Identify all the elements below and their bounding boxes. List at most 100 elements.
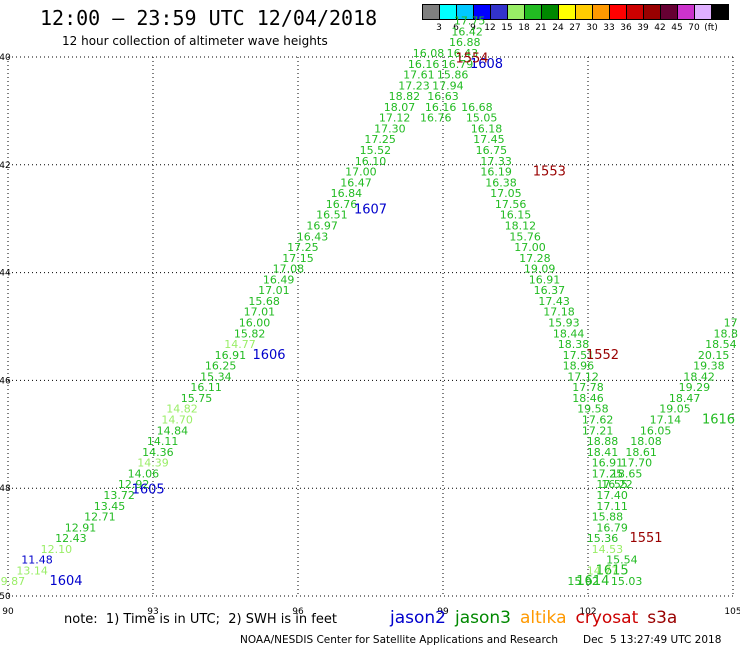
wave-height-value: 18.47 — [669, 392, 701, 405]
wave-height-value: 15.52 — [360, 144, 392, 157]
wave-height-value: 18.82 — [389, 90, 421, 103]
wave-height-value: 17 — [724, 317, 738, 330]
wave-height-value: 18.38 — [558, 338, 590, 351]
wave-height-value: 16.97 — [306, 219, 338, 232]
legend-cryosat: cryosat — [575, 608, 639, 628]
wave-height-value: 16.63 — [427, 90, 459, 103]
wave-height-value: 18.46 — [572, 392, 604, 405]
satellite-legend: jason2 jason3 altika cryosat s3a — [390, 608, 686, 628]
wave-height-value: 16.91 — [529, 273, 561, 286]
lat-tick-label: -40 — [0, 53, 11, 63]
wave-height-value: 14.53 — [592, 543, 624, 556]
pass-number-label: 1552 — [586, 348, 619, 363]
wave-height-value: 16.49 — [263, 273, 295, 286]
wave-height-value: 16.19 — [480, 166, 512, 179]
wave-height-value: 19.58 — [577, 403, 609, 416]
wave-height-value: 19.29 — [679, 381, 711, 394]
wave-height-value: 17.78 — [572, 381, 604, 394]
wave-height-value: 16.68 — [461, 101, 493, 114]
wave-height-value: 15.86 — [437, 69, 469, 82]
pass-number-label: 1551 — [629, 531, 662, 546]
wave-height-value: 17.00 — [514, 241, 546, 254]
pass-number-label: 1615 — [596, 563, 629, 578]
wave-height-value: 16.42 — [451, 25, 483, 38]
wave-height-value: 18.61 — [625, 446, 657, 459]
wave-height-value: 15.75 — [181, 392, 213, 405]
wave-height-value: 17.28 — [519, 252, 551, 265]
wave-height-value: 15.88 — [592, 511, 624, 524]
wave-height-value: 17.40 — [596, 489, 628, 502]
wave-height-value: 17.21 — [582, 424, 614, 437]
wave-height-value: 14.70 — [161, 414, 193, 427]
map-title: 12:00 — 23:59 UTC 12/04/2018 — [40, 6, 378, 30]
wave-height-value: 18.07 — [384, 101, 416, 114]
wave-height-value: 17.43 — [538, 295, 570, 308]
lon-tick-label: 93 — [147, 607, 158, 617]
scale-label: 33 — [603, 23, 615, 33]
wave-height-value: 16.38 — [485, 176, 517, 189]
wave-height-value: 16.76 — [420, 112, 452, 125]
wave-height-value: 16.08 — [413, 47, 445, 60]
wave-height-value: 14.39 — [137, 457, 169, 470]
pass-number-label: 1554 — [455, 51, 488, 66]
wave-height-value: 12.92 — [118, 478, 150, 491]
footnote: note: 1) Time is in UTC; 2) SWH is in fe… — [64, 612, 337, 627]
wave-height-value: 13.72 — [103, 489, 135, 502]
lat-tick-label: -46 — [0, 376, 11, 386]
wave-height-value: 18.41 — [587, 446, 619, 459]
pass-number-label: 1616 — [702, 413, 735, 428]
wave-height-value: 12.43 — [55, 532, 87, 545]
scale-label: 18 — [518, 23, 530, 33]
lon-tick-label: 105 — [724, 607, 740, 617]
wave-height-value: 20.15 — [698, 349, 730, 362]
scale-label: 42 — [654, 23, 666, 33]
wave-height-value: 16.84 — [331, 187, 363, 200]
wave-height-value: 15.05 — [466, 112, 498, 125]
wave-height-value: 18.54 — [705, 338, 737, 351]
wave-height-value: 16.43 — [297, 230, 329, 243]
pass-number-label: 1605 — [132, 483, 165, 498]
wave-height-value: 15.76 — [509, 230, 541, 243]
wave-height-value: 16.10 — [355, 155, 387, 168]
wave-height-value: 17.15 — [282, 252, 314, 265]
wave-height-value: 16.18 — [471, 122, 503, 135]
lat-tick-label: -50 — [0, 592, 11, 602]
lat-tick-label: -44 — [0, 269, 11, 279]
wave-height-value: 14.11 — [147, 435, 179, 448]
wave-height-value: 19.09 — [524, 263, 556, 276]
legend-s3a: s3a — [647, 608, 678, 628]
wave-height-value: 16.76 — [326, 198, 358, 211]
scale-label: 24 — [552, 23, 564, 33]
wave-height-value: 14.06 — [128, 467, 160, 480]
lon-tick-label: 96 — [292, 607, 304, 617]
pass-number-label: 1553 — [533, 165, 566, 180]
wave-height-value: 15.93 — [548, 317, 580, 330]
wave-height-values: 9.8713.1411.4812.1012.4312.9112.7113.451… — [1, 15, 738, 589]
legend-altika: altika — [520, 608, 567, 628]
wave-height-value: 12.91 — [65, 521, 97, 534]
lon-tick-label: 99 — [437, 607, 449, 617]
wave-height-value: 16.75 — [476, 144, 508, 157]
wave-height-value: 16.16 — [425, 101, 457, 114]
legend-jason2: jason2 — [390, 608, 446, 628]
wave-height-value: 17.75 — [454, 15, 486, 28]
wave-height-value: 17.25 — [287, 241, 319, 254]
wave-height-value: 17.14 — [650, 414, 682, 427]
lat-tick-label: -42 — [0, 161, 11, 171]
lon-tick-label: 90 — [2, 607, 14, 617]
wave-height-value: 12.71 — [84, 511, 116, 524]
wave-height-value: 18.65 — [611, 467, 643, 480]
scale-label: 39 — [637, 23, 649, 33]
credit-line: NOAA/NESDIS Center for Satellite Applica… — [240, 634, 558, 646]
wave-height-value: 17.00 — [345, 166, 377, 179]
wave-height-value: 17.12 — [567, 370, 599, 383]
wave-height-value: 17.01 — [244, 306, 276, 319]
scale-label: 12 — [484, 23, 496, 33]
pass-number-label: 1614 — [576, 574, 609, 589]
wave-height-value: 17.94 — [432, 79, 464, 92]
scale-label: 21 — [535, 23, 547, 33]
wave-height-value: 17.08 — [273, 263, 305, 276]
wave-height-value: 16.47 — [340, 176, 372, 189]
wave-height-value: 17.18 — [543, 306, 575, 319]
